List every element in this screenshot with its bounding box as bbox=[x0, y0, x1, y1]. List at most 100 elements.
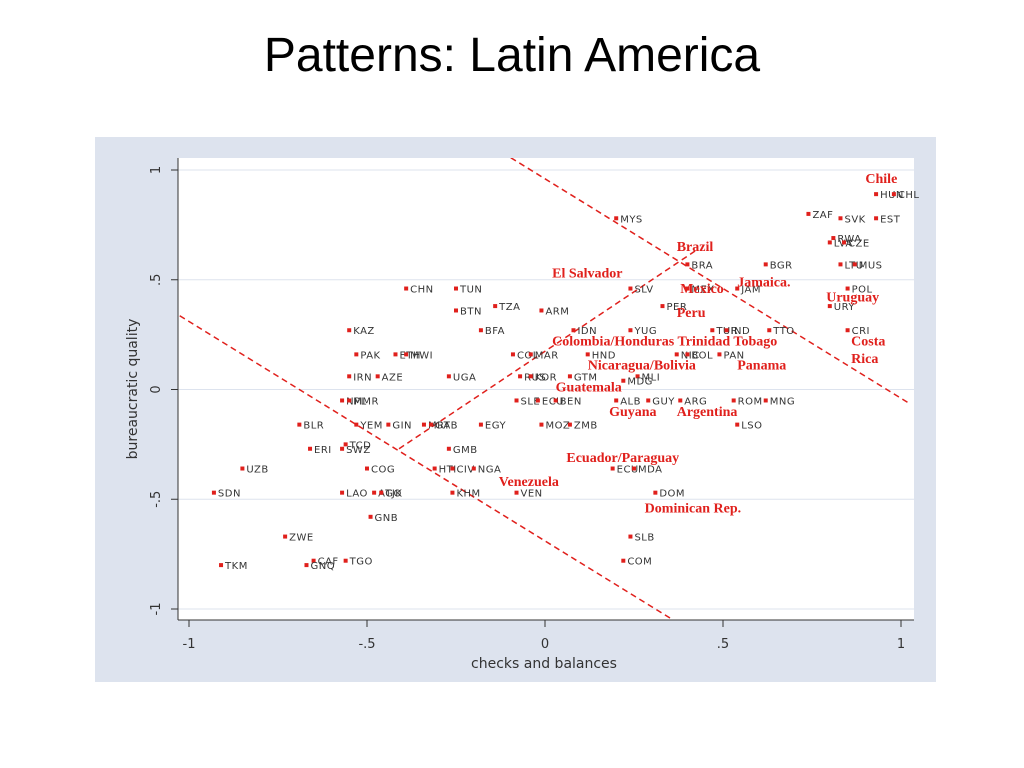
axes: -1 -.5 0 .5 1 -1 -.5 0 .5 1 bbox=[149, 158, 914, 652]
data-point bbox=[614, 216, 619, 221]
point-label: TCD bbox=[349, 440, 372, 451]
data-point bbox=[393, 352, 398, 357]
x-axis-title: checks and balances bbox=[471, 656, 617, 672]
data-point bbox=[852, 262, 857, 267]
point-label: GNB bbox=[375, 513, 399, 524]
point-label: TGO bbox=[349, 557, 373, 568]
point-label: MEX bbox=[691, 285, 714, 296]
point-label: ARM bbox=[545, 306, 569, 317]
data-point bbox=[429, 422, 434, 427]
y-tick-label: -.5 bbox=[149, 491, 164, 508]
data-point bbox=[731, 398, 736, 403]
data-point bbox=[528, 352, 533, 357]
data-point bbox=[553, 398, 558, 403]
data-point bbox=[539, 422, 544, 427]
country-annotation: Guatemala bbox=[556, 381, 622, 396]
point-label: CHL bbox=[898, 190, 920, 201]
country-annotation: Venezuela bbox=[499, 475, 559, 490]
data-point bbox=[471, 466, 476, 471]
point-label: POL bbox=[852, 285, 873, 296]
point-label: MMR bbox=[353, 396, 379, 407]
country-annotation: Ecuador/Paraguay bbox=[566, 451, 679, 466]
data-point bbox=[845, 286, 850, 291]
point-label: TJK bbox=[384, 489, 402, 500]
point-label: YUG bbox=[633, 326, 657, 337]
point-label: RWA bbox=[837, 234, 861, 245]
point-label: JAM bbox=[740, 285, 761, 296]
trend-lines bbox=[178, 158, 909, 620]
point-label: GUY bbox=[652, 396, 675, 407]
data-point bbox=[311, 558, 316, 563]
point-label: SLE bbox=[521, 396, 541, 407]
data-point bbox=[621, 378, 626, 383]
data-point bbox=[518, 374, 523, 379]
point-label: HND bbox=[592, 350, 616, 361]
data-point bbox=[678, 398, 683, 403]
data-point bbox=[735, 422, 740, 427]
data-point bbox=[632, 466, 636, 471]
y-axis-title: bureaucratic quality bbox=[125, 319, 141, 460]
data-point bbox=[735, 286, 740, 291]
data-point bbox=[478, 328, 483, 333]
point-label: PAK bbox=[360, 350, 380, 361]
y-tick-label: -1 bbox=[149, 603, 164, 616]
data-point bbox=[646, 398, 651, 403]
slide-title: Patterns: Latin America bbox=[263, 29, 761, 82]
point-label: MLI bbox=[642, 372, 661, 383]
data-point bbox=[343, 558, 348, 563]
data-point bbox=[514, 490, 519, 495]
y-tick-label: 1 bbox=[149, 166, 164, 174]
data-point bbox=[535, 398, 540, 403]
data-point bbox=[478, 422, 483, 427]
point-label: GTM bbox=[574, 372, 598, 383]
point-label: TUN bbox=[459, 285, 482, 296]
point-label: KHM bbox=[456, 489, 480, 500]
point-label: SDN bbox=[218, 489, 241, 500]
point-label: GAB bbox=[435, 421, 458, 432]
point-label: CRI bbox=[852, 326, 870, 337]
point-label: PAN bbox=[723, 350, 744, 361]
point-label: CAF bbox=[318, 557, 339, 568]
point-label: AGO bbox=[378, 489, 402, 500]
data-point bbox=[614, 398, 619, 403]
point-label: BFA bbox=[485, 326, 505, 337]
data-point bbox=[628, 286, 633, 291]
country-annotation: Rica bbox=[851, 352, 878, 367]
point-label: COG bbox=[371, 465, 395, 476]
point-label: GNQ bbox=[310, 561, 335, 572]
data-point bbox=[454, 286, 458, 291]
country-annotation: Guyana bbox=[609, 405, 656, 420]
data-point bbox=[874, 192, 879, 197]
point-label: BRA bbox=[691, 260, 713, 271]
data-point bbox=[347, 398, 352, 403]
country-annotation: Dominican Rep. bbox=[645, 501, 741, 516]
point-label: ERI bbox=[314, 445, 332, 456]
point-label: ECU bbox=[617, 465, 639, 476]
data-point bbox=[838, 216, 843, 221]
data-point bbox=[685, 262, 690, 267]
data-point bbox=[710, 328, 715, 333]
data-point bbox=[539, 308, 544, 313]
annotations: Chile Brazil El Salvador Mexico Jamaica. Urug… bbox=[499, 172, 898, 516]
data-point bbox=[628, 328, 633, 333]
point-label: TTO bbox=[772, 326, 794, 337]
data-point bbox=[347, 328, 352, 333]
point-label: ETH bbox=[399, 350, 420, 361]
x-tick-label: 0 bbox=[541, 637, 549, 652]
data-point bbox=[510, 352, 515, 357]
data-point bbox=[404, 352, 409, 357]
point-label: TZA bbox=[498, 302, 520, 313]
data-point bbox=[211, 490, 216, 495]
data-points: HUNCHLZAFSVKESTMYSRWALVACZEBRABGRLTUMUSC… bbox=[211, 190, 920, 572]
point-label: MDG bbox=[627, 377, 653, 388]
data-point bbox=[567, 374, 572, 379]
data-point bbox=[365, 466, 369, 471]
country-annotation: Nicaragua/Bolivia bbox=[588, 359, 696, 374]
point-label: SWZ bbox=[346, 445, 371, 456]
point-label: AZE bbox=[382, 372, 404, 383]
data-point bbox=[283, 534, 288, 539]
point-label: NGA bbox=[478, 465, 502, 476]
x-tick-label: -.5 bbox=[358, 637, 375, 652]
country-annotation: Colombia/Honduras Trinidad Tobago bbox=[552, 335, 777, 350]
data-point bbox=[763, 262, 768, 267]
